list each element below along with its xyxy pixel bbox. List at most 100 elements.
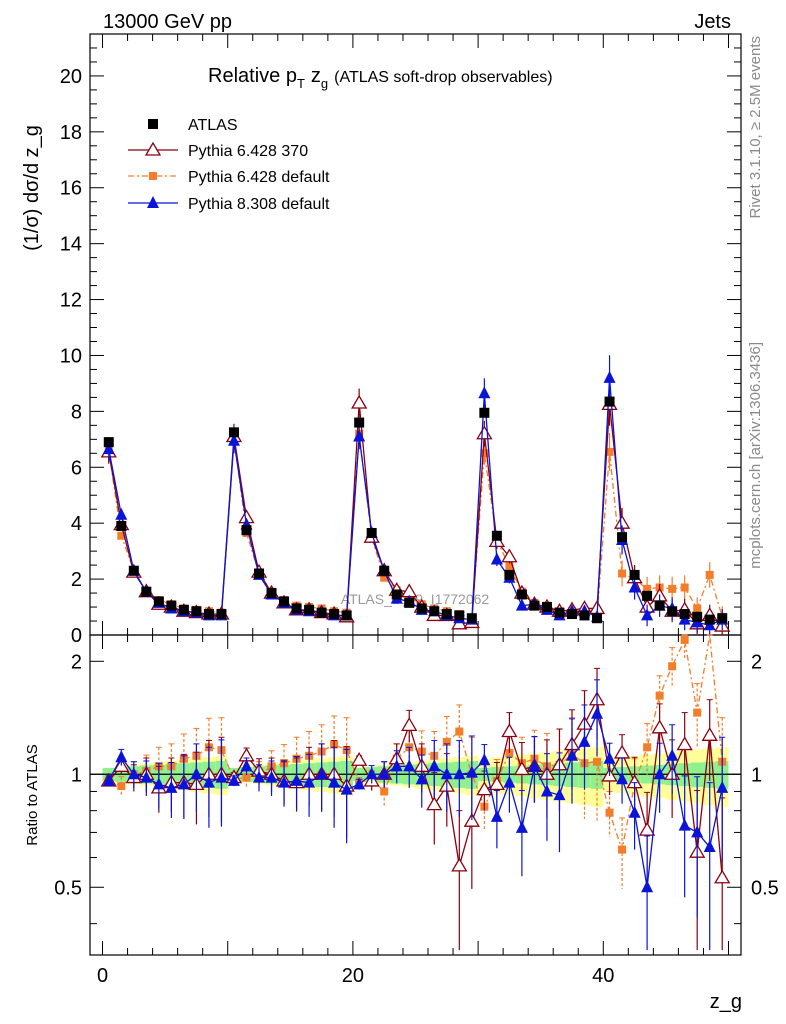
legend-entry: Pythia 6.428 370 <box>128 141 308 160</box>
ratio-series-layer <box>100 634 731 951</box>
data-point <box>116 520 127 531</box>
ratio-y-tick-label-right: 1 <box>751 764 762 786</box>
series-layer <box>100 355 731 635</box>
y-tick-label: 0 <box>71 625 82 647</box>
title-var: z <box>311 65 321 87</box>
ratio-point <box>703 840 716 853</box>
ratio-point <box>476 781 493 796</box>
ratio-point <box>378 767 391 780</box>
ratio-point <box>353 777 366 790</box>
data-point <box>166 600 177 611</box>
ratio-point <box>593 757 602 766</box>
legend-entry: Pythia 8.308 default <box>128 196 330 213</box>
legend-entry: Pythia 6.428 default <box>128 169 330 186</box>
data-point <box>605 447 614 456</box>
title-rest: (ATLAS soft-drop observables) <box>334 69 552 86</box>
x-tick-label: 20 <box>342 965 364 987</box>
legend-label: ATLAS <box>188 117 238 134</box>
data-point <box>604 396 615 407</box>
ratio-y-tick-label-right: 2 <box>751 651 762 673</box>
y-tick-label: 8 <box>71 401 82 423</box>
data-point <box>316 607 327 618</box>
header-right: Jets <box>694 11 731 33</box>
data-point <box>353 429 366 442</box>
ratio-point <box>478 753 491 766</box>
ratio-y-tick-label: 1 <box>71 764 82 786</box>
ratio-line <box>108 711 723 888</box>
legend: ATLAS Pythia 6.428 370 Pythia 6.428 defaul… <box>128 117 330 213</box>
ratio-point <box>678 818 691 831</box>
y-tick-label: 4 <box>71 513 82 535</box>
data-point <box>717 613 728 624</box>
rivet-label: Rivet 3.1.10, ≥ 2.5M events <box>747 36 764 219</box>
ratio-point <box>463 812 480 827</box>
ratio-point <box>465 765 478 778</box>
data-point <box>379 565 390 576</box>
data-point <box>153 596 164 607</box>
ratio-y-tick-label: 0.5 <box>54 877 82 899</box>
series-0 <box>103 396 728 625</box>
data-point <box>490 552 503 565</box>
y-tick-label: 18 <box>60 122 82 144</box>
data-point <box>618 569 627 578</box>
ratio-point <box>227 773 240 786</box>
ratio-series-3 <box>102 679 729 951</box>
ratio-point <box>415 772 428 785</box>
ratio-point <box>501 723 518 738</box>
ratio-point <box>240 759 253 772</box>
data-point <box>304 604 315 615</box>
data-point <box>693 604 702 613</box>
legend-marker <box>148 119 158 129</box>
data-point <box>629 569 640 580</box>
ratio-point <box>127 767 140 780</box>
data-point <box>191 606 202 617</box>
ratio-point <box>653 767 666 780</box>
data-point <box>351 394 368 409</box>
ratio-point <box>638 821 656 836</box>
data-point <box>441 609 452 620</box>
ratio-panel-frame <box>89 634 742 956</box>
series-line <box>108 377 723 626</box>
legend-label: Pythia 6.428 default <box>188 169 330 186</box>
ratio-point <box>716 780 729 793</box>
ratio-point <box>340 782 353 795</box>
data-point <box>429 606 440 617</box>
data-point <box>504 569 515 580</box>
data-point <box>117 531 126 540</box>
data-point <box>667 606 678 617</box>
ratio-point <box>553 788 566 801</box>
ratio-point <box>616 772 629 785</box>
ratio-point <box>680 635 689 644</box>
ratio-point <box>515 820 528 833</box>
y-tick-label: 2 <box>71 569 82 591</box>
ratio-point <box>488 776 506 791</box>
title-sub: T <box>297 76 305 91</box>
y-tick-label: 20 <box>60 66 82 88</box>
y-tick-label: 12 <box>60 290 82 312</box>
ratio-point <box>714 869 731 884</box>
ratio-point <box>503 775 516 788</box>
ratio-point <box>701 727 718 741</box>
title-main: Relative p <box>208 65 297 87</box>
data-point <box>416 603 427 614</box>
ratio-point <box>278 775 291 788</box>
ratio-point <box>303 775 316 788</box>
data-point <box>641 608 654 621</box>
data-point <box>279 596 290 607</box>
data-point <box>266 588 277 599</box>
ratio-point <box>401 717 418 732</box>
data-point <box>329 609 340 620</box>
data-point <box>692 611 703 622</box>
ratio-y-tick-label-right: 0.5 <box>751 877 779 899</box>
data-point <box>241 525 252 536</box>
legend-entry: ATLAS <box>148 117 238 134</box>
ratio-point <box>140 770 153 783</box>
ratio-point <box>603 751 616 764</box>
data-point <box>115 507 128 520</box>
data-point <box>203 609 214 620</box>
data-point <box>491 530 502 541</box>
legend-marker <box>147 196 159 208</box>
x-axis-label: z_g <box>710 991 742 1013</box>
ratio-point <box>215 770 228 783</box>
